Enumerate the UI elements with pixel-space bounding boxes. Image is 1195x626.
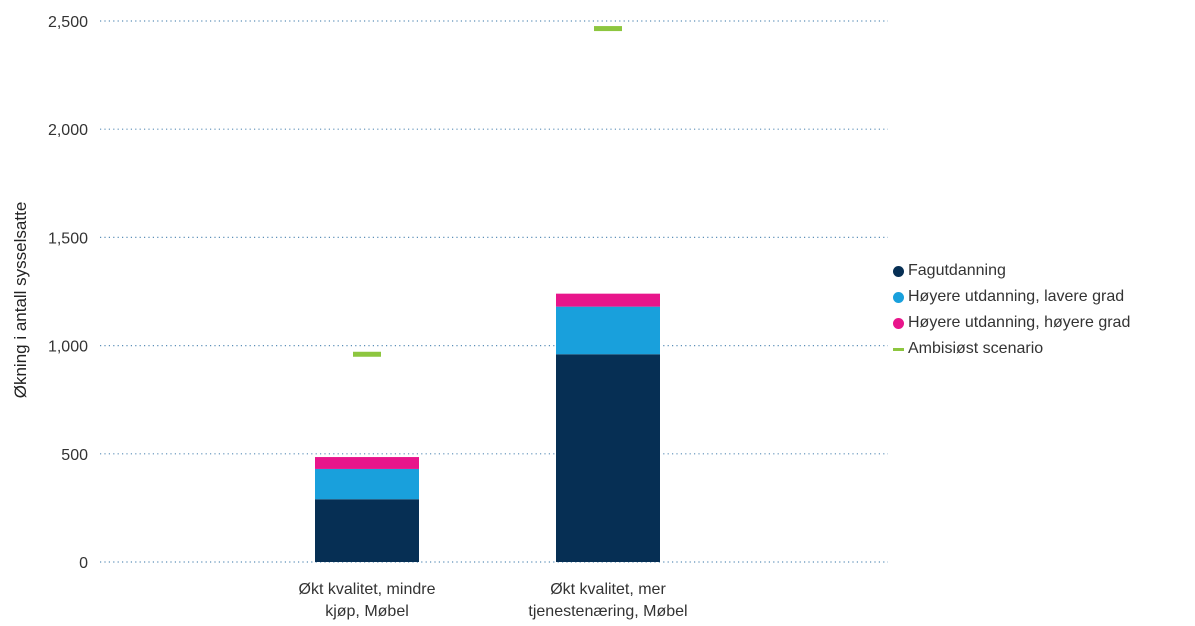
legend-item: Fagutdanning <box>893 258 1130 284</box>
bar-segment <box>315 457 419 469</box>
bar-segment <box>315 468 419 500</box>
scenario-marker <box>594 26 622 32</box>
bar-segment <box>556 354 660 562</box>
legend: Fagutdanning Høyere utdanning, lavere gra… <box>893 258 1130 362</box>
legend-label: Høyere utdanning, høyere grad <box>908 314 1131 331</box>
y-tick-label: 2,000 <box>48 122 88 139</box>
legend-swatch <box>893 347 904 351</box>
legend-swatch <box>893 291 904 303</box>
legend-label: Ambisiøst scenario <box>908 340 1044 357</box>
bar-segment <box>556 306 660 355</box>
scenario-markers <box>353 26 622 357</box>
scenario-marker <box>353 351 381 357</box>
legend-item: Høyere utdanning, lavere grad <box>893 284 1130 310</box>
y-tick-label: 500 <box>61 447 88 464</box>
legend-label: Høyere utdanning, lavere grad <box>908 288 1125 305</box>
bar-segment <box>315 499 419 562</box>
category-labels: Økt kvalitet, mindre kjøp, Møbel Økt kvali… <box>299 581 688 620</box>
category-label: Økt kvalitet, mindre <box>299 581 436 598</box>
category-label: Økt kvalitet, mer <box>550 581 666 598</box>
bar-segment <box>556 293 660 307</box>
y-axis-title: Økning i antall sysselsatte <box>11 202 30 399</box>
category-label: tjenestenæring, Møbel <box>528 603 687 620</box>
y-tick-label: 1,500 <box>48 230 88 247</box>
gridlines <box>100 20 888 563</box>
y-tick-label: 0 <box>79 555 88 572</box>
legend-item: Ambisiøst scenario <box>893 336 1130 362</box>
legend-label: Fagutdanning <box>908 262 1006 279</box>
legend-swatch <box>893 317 904 329</box>
legend-swatch <box>893 265 904 277</box>
y-axis-ticks: 0 500 1,000 1,500 2,000 2,500 <box>48 14 88 572</box>
y-tick-label: 1,000 <box>48 339 88 356</box>
bars <box>315 293 660 562</box>
category-label: kjøp, Møbel <box>325 603 409 620</box>
legend-item: Høyere utdanning, høyere grad <box>893 310 1130 336</box>
y-tick-label: 2,500 <box>48 14 88 31</box>
